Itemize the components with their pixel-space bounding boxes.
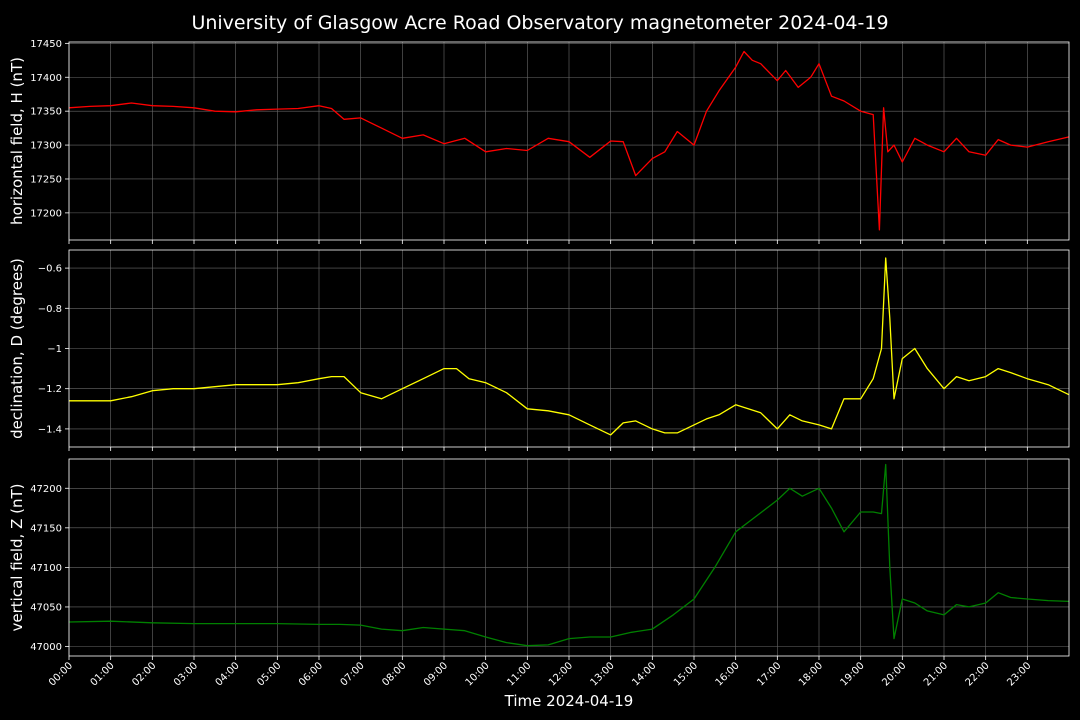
horizontal-field-x-tickmarks xyxy=(68,240,1028,244)
vertical-field-y-ticks: 47000 47050 47100 47150 47200 xyxy=(30,484,69,653)
y-tick-label: 47000 xyxy=(30,642,62,653)
x-tick-label: 02:00 xyxy=(130,660,158,688)
y-tick-label: −0.8 xyxy=(38,304,62,315)
x-tick-label: 18:00 xyxy=(797,660,825,688)
x-tick-label: 22:00 xyxy=(964,660,992,688)
y-tick-label: 17250 xyxy=(30,174,62,185)
vertical-field-series-line xyxy=(68,463,1070,647)
panel-vertical-field: 47000 47050 47100 47150 47200 vertical field… xyxy=(8,458,1070,660)
x-tick-label: 14:00 xyxy=(630,660,658,688)
y-tick-label: 47050 xyxy=(30,602,62,613)
x-tick-label: 20:00 xyxy=(880,660,908,688)
x-tick-label: 23:00 xyxy=(1005,660,1033,688)
x-tick-label: 10:00 xyxy=(464,660,492,688)
x-tick-label: 15:00 xyxy=(672,660,700,688)
x-tick-label: 09:00 xyxy=(422,660,450,688)
x-tick-label: 01:00 xyxy=(89,660,117,688)
y-tick-label: 17300 xyxy=(30,141,62,152)
x-tick-label: 11:00 xyxy=(505,660,533,688)
y-tick-label: −0.6 xyxy=(38,264,62,275)
y-tick-label: 47150 xyxy=(30,523,62,534)
declination-ylabel: declination, D (degrees) xyxy=(8,258,26,439)
y-tick-label: 17200 xyxy=(30,208,62,219)
y-tick-label: 17450 xyxy=(30,39,62,50)
x-tick-labels: 00:00 01:00 02:00 03:00 04:00 05:00 06:00 07:00… xyxy=(47,660,1033,688)
y-tick-label: −1 xyxy=(47,344,62,355)
y-tick-label: 17400 xyxy=(30,73,62,84)
y-tick-label: 47200 xyxy=(30,484,62,495)
x-tick-label: 19:00 xyxy=(839,660,867,688)
x-tick-label: 13:00 xyxy=(589,660,617,688)
horizontal-field-ylabel: horizontal field, H (nT) xyxy=(8,57,26,225)
y-tick-label: −1.2 xyxy=(38,384,62,395)
x-tick-label: 03:00 xyxy=(172,660,200,688)
x-axis-label: Time 2024-04-19 xyxy=(504,692,634,710)
declination-x-tickmarks xyxy=(68,447,1028,451)
vertical-field-ylabel: vertical field, Z (nT) xyxy=(8,483,26,631)
x-tick-label: 08:00 xyxy=(380,660,408,688)
declination-series-line xyxy=(69,257,1070,436)
x-tick-label: 12:00 xyxy=(547,660,575,688)
vertical-field-x-tickmarks xyxy=(68,656,1028,660)
declination-y-ticks: −1.4 −1.2 −1 −0.8 −0.6 xyxy=(38,264,69,435)
x-tick-label: 21:00 xyxy=(922,660,950,688)
vertical-field-grid xyxy=(68,459,1069,656)
x-tick-label: 16:00 xyxy=(714,660,742,688)
x-tick-label: 00:00 xyxy=(47,660,75,688)
x-tick-label: 07:00 xyxy=(339,660,367,688)
y-tick-label: 17350 xyxy=(30,107,62,118)
panel-horizontal-field: 17200 17250 17300 17350 17400 17450 horizonta… xyxy=(8,39,1070,244)
declination-grid xyxy=(68,250,1069,447)
horizontal-field-series-line xyxy=(68,50,1070,231)
horizontal-field-y-ticks: 17200 17250 17300 17350 17400 17450 xyxy=(30,39,69,219)
y-tick-label: −1.4 xyxy=(38,424,62,435)
x-tick-label: 05:00 xyxy=(255,660,283,688)
x-tick-label: 06:00 xyxy=(297,660,325,688)
panel-declination: −1.4 −1.2 −1 −0.8 −0.6 declination, D (degre… xyxy=(8,249,1070,451)
figure-title: University of Glasgow Acre Road Observat… xyxy=(191,12,888,34)
x-tick-label: 04:00 xyxy=(214,660,242,688)
x-tick-label: 17:00 xyxy=(755,660,783,688)
y-tick-label: 47100 xyxy=(30,563,62,574)
